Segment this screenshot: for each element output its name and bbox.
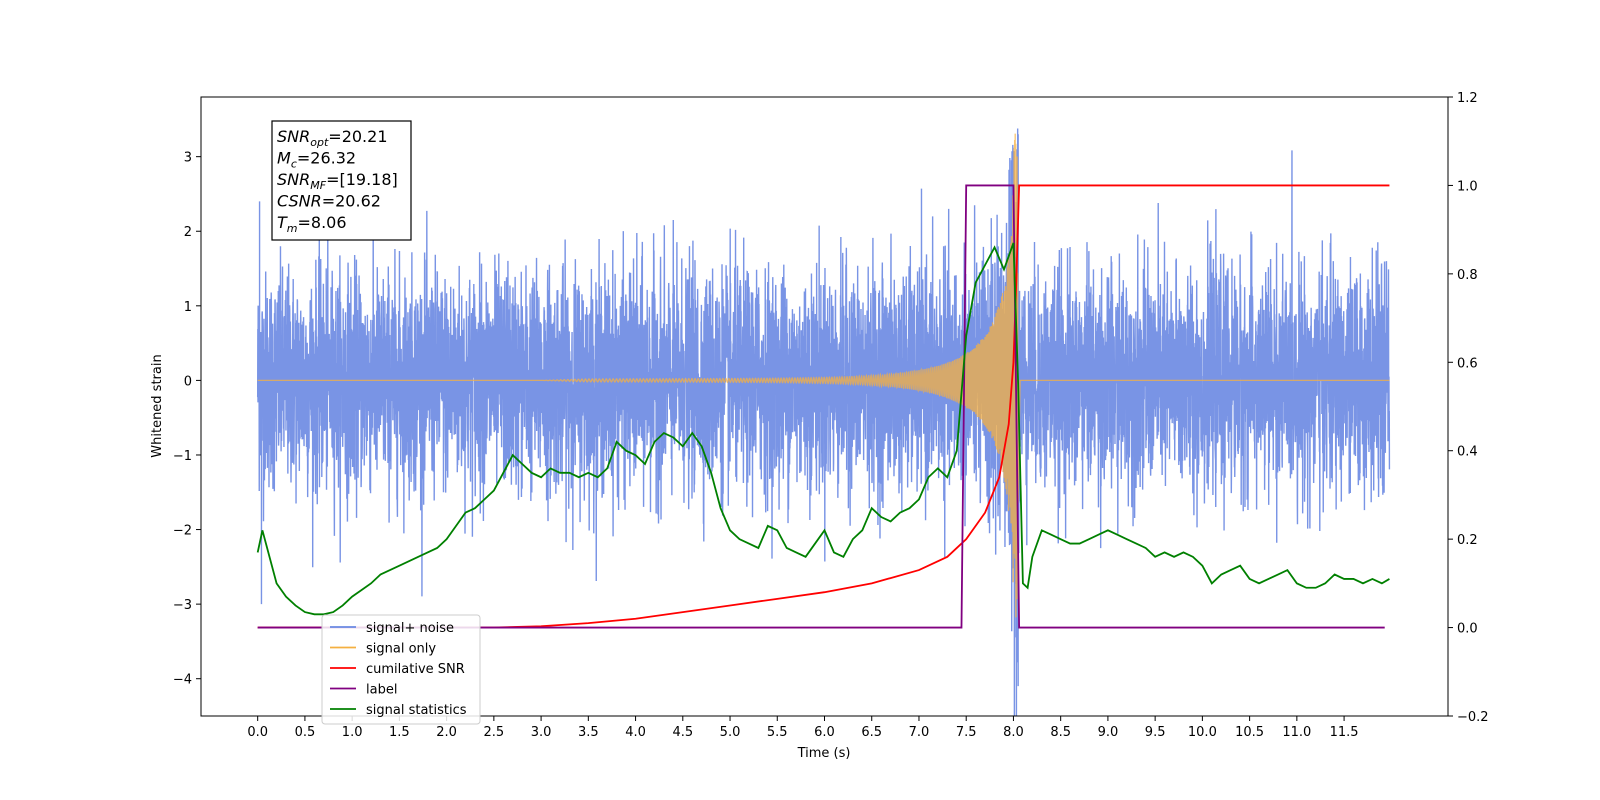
x-tick-label: 6.0 bbox=[814, 725, 835, 740]
x-tick-label: 3.0 bbox=[531, 725, 552, 740]
x-tick-label: 9.0 bbox=[1098, 725, 1119, 740]
annotation-line: Tm=8.06 bbox=[277, 213, 347, 235]
x-tick-label: 11.5 bbox=[1330, 725, 1359, 740]
x-tick-label: 0.0 bbox=[247, 725, 268, 740]
x-tick-label: 3.5 bbox=[578, 725, 599, 740]
y2-tick-label: 0.0 bbox=[1457, 622, 1478, 637]
y2-tick-label: 1.0 bbox=[1457, 179, 1478, 194]
x-tick-label: 7.5 bbox=[956, 725, 977, 740]
y2-tick-label: −0.2 bbox=[1457, 710, 1489, 725]
plot-area bbox=[256, 128, 1391, 716]
y2-tick-label: 0.4 bbox=[1457, 445, 1478, 460]
y-tick-label: 0 bbox=[184, 374, 192, 389]
y-tick-label: −2 bbox=[173, 524, 192, 539]
series-signal-only bbox=[257, 133, 1390, 618]
series-signal-statistics bbox=[256, 242, 1390, 616]
legend-label: signal+ noise bbox=[366, 621, 454, 636]
x-tick-label: 4.0 bbox=[625, 725, 646, 740]
x-tick-label: 11.0 bbox=[1282, 725, 1311, 740]
x-tick-label: 8.0 bbox=[1003, 725, 1024, 740]
legend-frame bbox=[321, 614, 481, 725]
y-tick-label: −1 bbox=[173, 449, 192, 464]
y2-tick-label: 0.6 bbox=[1457, 356, 1478, 371]
x-tick-label: 2.5 bbox=[484, 725, 505, 740]
y-tick-label: −4 bbox=[173, 673, 192, 688]
x-tick-label: 5.5 bbox=[767, 725, 788, 740]
series-cumilative-snr bbox=[257, 184, 1390, 629]
x-tick-label: 7.0 bbox=[909, 725, 930, 740]
legend-label: cumilative SNR bbox=[366, 662, 465, 677]
y-tick-label: 3 bbox=[184, 151, 192, 166]
x-tick-label: 4.5 bbox=[672, 725, 693, 740]
legend-label: signal statistics bbox=[366, 703, 467, 718]
y-tick-label: −3 bbox=[173, 598, 192, 613]
legend-label: label bbox=[366, 683, 397, 698]
series-label bbox=[257, 184, 1385, 629]
series-group bbox=[256, 128, 1391, 716]
legend-label: signal only bbox=[366, 642, 436, 657]
annotation-frame bbox=[271, 120, 412, 241]
y-tick-label: 1 bbox=[184, 300, 192, 315]
legend: signal+ noise signal only cumilative SNR la… bbox=[321, 614, 481, 725]
x-tick-label: 8.5 bbox=[1050, 725, 1071, 740]
y-tick-label: 2 bbox=[184, 225, 192, 240]
x-tick-label: 0.5 bbox=[295, 725, 316, 740]
y2-tick-label: 1.2 bbox=[1457, 91, 1478, 106]
x-tick-label: 5.0 bbox=[720, 725, 741, 740]
x-tick-label: 1.0 bbox=[342, 725, 363, 740]
annotation-line: SNRopt=20.21 bbox=[277, 127, 388, 149]
x-tick-label: 9.5 bbox=[1145, 725, 1166, 740]
y2-tick-label: 0.2 bbox=[1457, 533, 1478, 548]
x-tick-label: 10.5 bbox=[1235, 725, 1264, 740]
y2-tick-label: 0.8 bbox=[1457, 268, 1478, 283]
y-axis-label: Whitened strain bbox=[150, 354, 165, 457]
annotation-line: SNRMF=[19.18] bbox=[277, 170, 398, 192]
x-axis-label: Time (s) bbox=[797, 746, 851, 761]
x-tick-label: 10.0 bbox=[1188, 725, 1217, 740]
series-signal-noise bbox=[256, 128, 1391, 716]
x-tick-label: 6.5 bbox=[861, 725, 882, 740]
annotation-box: SNRopt=20.21Mc=26.32SNRMF=[19.18]CSNR=20… bbox=[271, 120, 412, 241]
x-tick-label: 2.0 bbox=[436, 725, 457, 740]
x-tick-label: 1.5 bbox=[389, 725, 410, 740]
axes: 0.0 0.5 1.0 1.5 2.0 2.5 3.0 3.5 4.0 4.5 5.0 5.5 6.0 6… bbox=[173, 91, 1489, 740]
annotation-line: Mc=26.32 bbox=[277, 149, 356, 171]
annotation-line: CSNR=20.62 bbox=[277, 192, 381, 211]
